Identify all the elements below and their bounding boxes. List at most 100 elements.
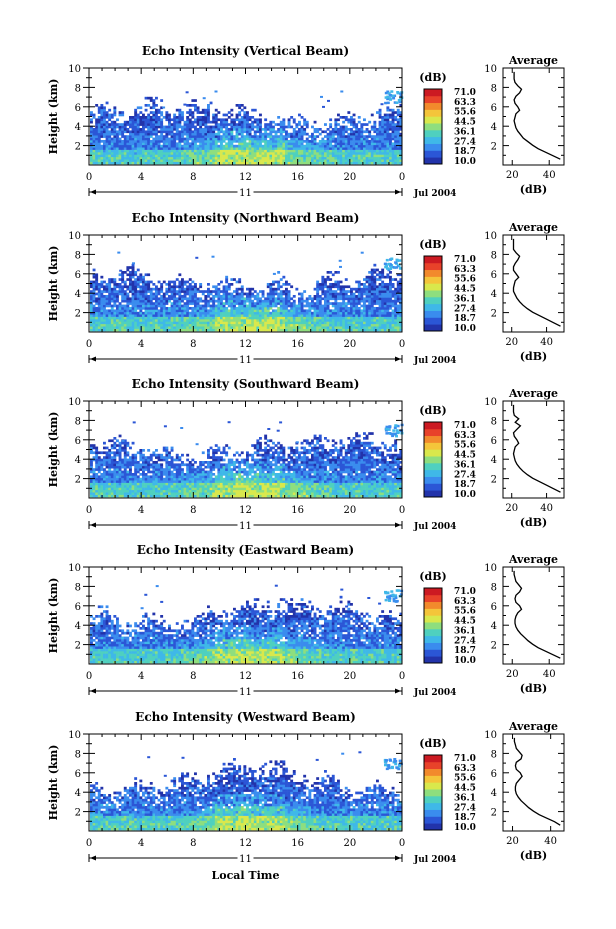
echo-cell xyxy=(269,304,273,308)
echo-cell xyxy=(134,125,138,129)
echo-cell xyxy=(105,120,109,124)
echo-cell xyxy=(269,123,273,126)
echo-cell xyxy=(256,328,260,332)
echo-cell xyxy=(100,154,104,158)
echo-cell xyxy=(399,326,403,329)
echo-cell xyxy=(386,97,390,101)
echo-cell xyxy=(209,101,213,105)
echo-cell xyxy=(303,149,307,153)
echo-cell xyxy=(339,323,343,327)
echo-cell xyxy=(269,319,273,322)
echo-cell xyxy=(259,494,262,498)
echo-cell xyxy=(92,316,96,320)
echo-cell xyxy=(126,285,130,289)
echo-cell xyxy=(105,149,109,153)
echo-cell xyxy=(321,319,325,322)
echo-cell xyxy=(264,314,268,317)
echo-cell xyxy=(227,154,231,158)
echo-cell xyxy=(149,118,153,122)
echo-cell xyxy=(352,120,356,124)
echo-cell xyxy=(311,147,314,150)
echo-cell xyxy=(238,111,242,114)
echo-cell xyxy=(272,302,275,305)
echo-cell xyxy=(396,292,400,296)
echo-cell xyxy=(339,144,343,148)
echo-cell xyxy=(389,319,392,322)
echo-cell xyxy=(225,120,229,124)
echo-cell xyxy=(108,311,112,315)
echo-cell xyxy=(313,316,317,320)
echo-cell xyxy=(160,311,164,315)
echo-cell xyxy=(383,128,387,131)
echo-cell xyxy=(331,159,335,162)
echo-cell xyxy=(261,290,265,293)
echo-cell xyxy=(269,307,273,310)
echo-cell xyxy=(368,156,372,160)
echo-cell xyxy=(259,321,262,325)
echo-cell xyxy=(178,123,182,126)
echo-cell xyxy=(129,271,132,274)
echo-cell xyxy=(324,142,327,146)
echo-cell xyxy=(155,316,158,320)
echo-cell xyxy=(212,319,216,322)
echo-cell xyxy=(178,149,182,153)
echo-cell xyxy=(144,159,148,162)
echo-cell xyxy=(381,280,385,284)
echo-cell xyxy=(326,271,330,274)
echo-cell xyxy=(389,149,392,153)
echo-cell xyxy=(170,140,174,143)
echo-cell xyxy=(168,144,171,148)
echo-cell xyxy=(287,152,291,155)
echo-cell xyxy=(282,321,286,325)
echo-cell xyxy=(295,161,299,165)
echo-cell xyxy=(378,290,382,293)
echo-cell xyxy=(142,494,145,498)
echo-cell xyxy=(277,137,281,141)
echo-cell xyxy=(376,297,379,301)
echo-cell xyxy=(134,149,138,153)
echo-cell xyxy=(110,159,114,162)
echo-cell xyxy=(147,120,151,124)
echo-cell xyxy=(326,161,330,165)
echo-cell xyxy=(147,149,151,153)
echo-cell xyxy=(399,283,403,286)
echo-cell xyxy=(152,302,156,305)
echo-cell xyxy=(152,319,156,322)
colorbar-segment xyxy=(424,256,442,264)
echo-cell xyxy=(350,149,353,153)
echo-cell xyxy=(90,125,93,129)
echo-cell xyxy=(105,111,109,114)
echo-cell xyxy=(162,316,166,320)
echo-cell xyxy=(339,128,343,131)
echo-cell xyxy=(389,295,392,298)
echo-cell xyxy=(389,316,392,320)
echo-cell xyxy=(350,159,353,162)
echo-cell xyxy=(396,137,400,141)
echo-cell xyxy=(350,323,353,327)
echo-cell xyxy=(337,149,340,153)
echo-cell xyxy=(201,161,205,165)
echo-cell xyxy=(352,149,356,153)
echo-cell xyxy=(360,295,364,298)
echo-cell xyxy=(134,154,138,158)
echo-cell xyxy=(194,137,197,141)
echo-cell xyxy=(347,132,351,136)
echo-cell xyxy=(347,316,351,320)
echo-cell xyxy=(274,319,278,322)
echo-cell xyxy=(246,292,249,296)
echo-cell xyxy=(277,283,281,286)
echo-cell xyxy=(331,319,335,322)
echo-cell xyxy=(313,302,317,305)
echo-cell xyxy=(269,292,273,296)
echo-cell xyxy=(373,283,377,286)
echo-cell xyxy=(261,140,265,143)
echo-cell xyxy=(381,149,385,153)
echo-cell xyxy=(368,297,372,301)
echo-cell xyxy=(326,328,330,332)
echo-cell xyxy=(287,123,291,126)
echo-cell xyxy=(160,307,164,310)
echo-cell xyxy=(181,309,184,313)
echo-cell xyxy=(256,144,260,148)
echo-cell xyxy=(134,311,138,315)
echo-cell xyxy=(144,302,148,305)
